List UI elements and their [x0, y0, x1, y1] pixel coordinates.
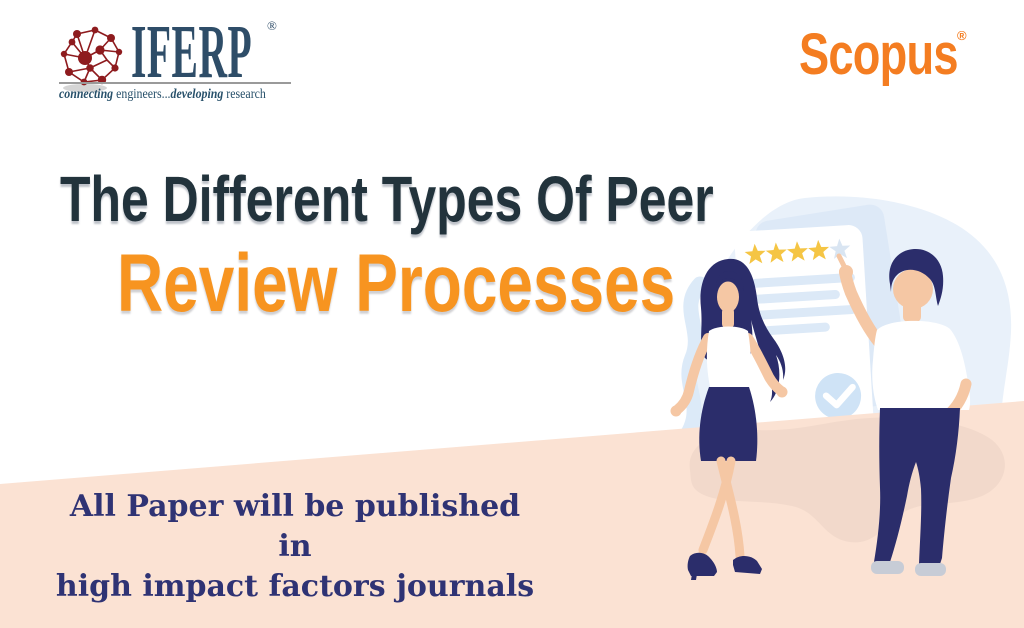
woman-shoe-left [687, 552, 717, 580]
network-globe-icon [60, 26, 123, 92]
woman-left-hand [670, 405, 682, 417]
woman-figure [670, 258, 788, 580]
scopus-wordmark: Scopus [799, 22, 959, 87]
text-placeholder-lines [751, 273, 857, 336]
published-note-line1: All Paper will be published in [69, 489, 521, 564]
man-figure [836, 248, 972, 576]
woman-front-leg [698, 456, 736, 555]
iferp-tagline: connecting engineers...developing resear… [59, 86, 266, 101]
headline-line2: Review Processes [117, 238, 676, 329]
approved-check-icon [815, 372, 862, 419]
iferp-rule: connecting engineers...developing resear… [59, 82, 291, 103]
man-face [893, 269, 933, 309]
woman-face [717, 281, 739, 313]
iferp-wordmark: IFERP [131, 10, 253, 94]
woman-shoe-right [733, 555, 762, 574]
rating-stars [744, 238, 851, 265]
man-shirt [872, 320, 971, 410]
headline: The Different Types Of Peer Review Proce… [60, 163, 760, 329]
woman-right-arm [743, 333, 786, 396]
published-note-line2: high impact factors journals [55, 569, 535, 604]
star-filled-icon [786, 241, 808, 262]
man-shoe-right [915, 563, 946, 576]
man-pants [874, 408, 960, 564]
scopus-logo: Scopus ® [799, 26, 1003, 86]
woman-hair-front [716, 271, 744, 291]
star-empty-icon [829, 238, 851, 259]
woman-left-arm [672, 333, 713, 415]
woman-back-leg [716, 456, 745, 561]
star-filled-icon [744, 243, 766, 265]
iferp-registered-mark: ® [267, 18, 277, 33]
star-filled-icon [765, 242, 787, 263]
man-shoe-left [871, 561, 904, 574]
star-filled-icon [808, 239, 830, 261]
iferp-logo: IFERP ® connecting engineers...developin… [55, 10, 305, 106]
woman-skirt [699, 387, 758, 461]
scopus-registered-mark: ® [957, 28, 967, 43]
woman-neck [722, 308, 734, 328]
headline-line1: The Different Types Of Peer [60, 163, 714, 235]
woman-top [706, 326, 751, 390]
man-hair [889, 248, 944, 306]
woman-right-hand [776, 386, 788, 398]
published-note: All Paper will be published in high impa… [55, 487, 535, 607]
man-pointing-finger [836, 253, 848, 271]
